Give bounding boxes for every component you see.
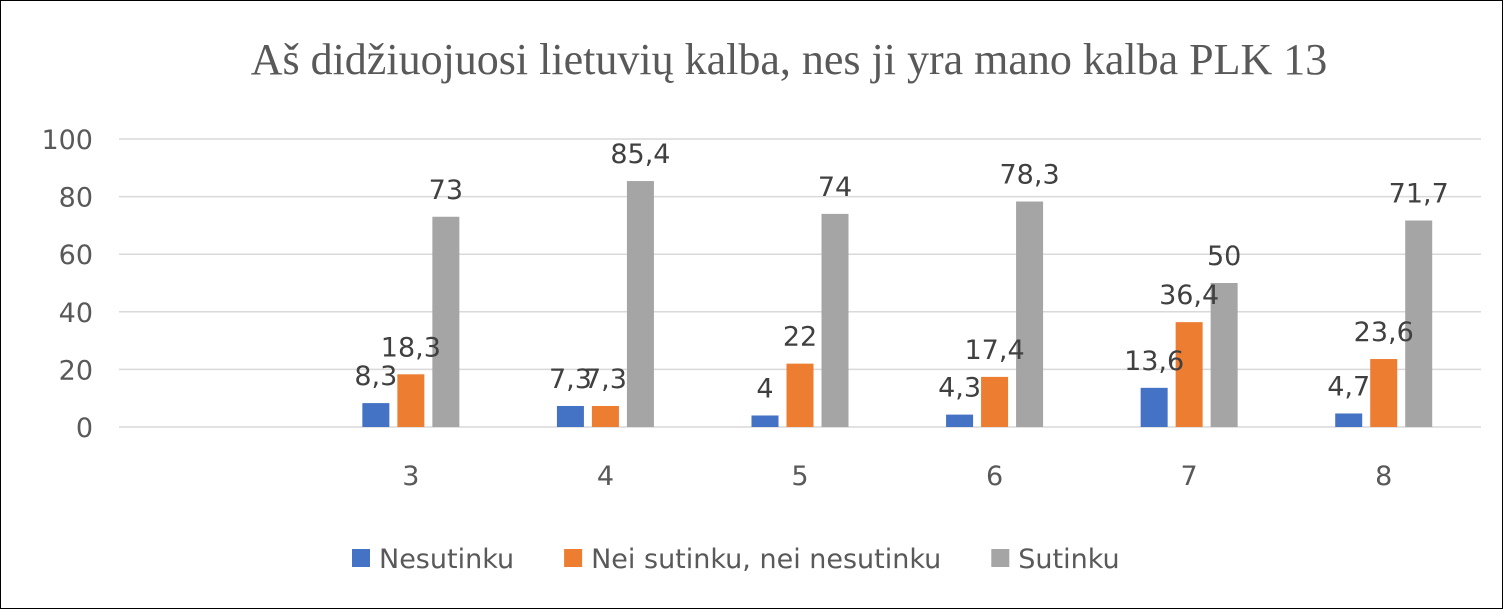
legend-label: Nei sutinku, nei nesutinku xyxy=(591,544,941,575)
y-tick-label: 0 xyxy=(76,413,93,444)
data-label: 17,4 xyxy=(965,335,1025,366)
bar xyxy=(591,405,619,427)
data-label: 71,7 xyxy=(1389,179,1449,210)
data-label: 4,3 xyxy=(938,373,981,404)
data-label: 13,6 xyxy=(1124,346,1184,377)
bars xyxy=(362,181,1433,427)
bar xyxy=(786,363,814,427)
data-label: 85,4 xyxy=(610,139,670,170)
legend-label: Sutinku xyxy=(1018,544,1119,575)
data-label: 7,3 xyxy=(549,364,592,395)
y-tick-label: 60 xyxy=(59,240,93,271)
x-axis: 3 4 5 6 7 8 xyxy=(402,461,1392,492)
legend-label: Nesutinku xyxy=(379,544,514,575)
bar xyxy=(432,216,460,427)
data-label: 36,4 xyxy=(1159,280,1219,311)
chart-title: Aš didžiuojuosi lietuvių kalba, nes ji y… xyxy=(251,35,1328,84)
bar xyxy=(981,376,1009,427)
x-tick-label: 3 xyxy=(402,461,419,492)
legend-swatch xyxy=(564,549,583,567)
data-label: 4 xyxy=(756,373,773,404)
data-label: 23,6 xyxy=(1354,317,1414,348)
bar xyxy=(1016,201,1044,427)
legend-swatch xyxy=(352,549,370,567)
y-tick-label: 100 xyxy=(41,125,93,156)
legend-item: Nei sutinku, nei nesutinku xyxy=(564,544,941,575)
data-label: 73 xyxy=(429,175,463,206)
y-tick-label: 40 xyxy=(59,298,93,329)
data-label: 4,7 xyxy=(1327,371,1370,402)
legend-swatch xyxy=(991,549,1010,567)
x-tick-label: 8 xyxy=(1375,461,1392,492)
data-label: 74 xyxy=(818,172,852,203)
y-tick-label: 20 xyxy=(59,355,93,386)
bar xyxy=(821,213,849,427)
x-tick-label: 6 xyxy=(986,461,1003,492)
bar xyxy=(397,374,425,427)
y-axis: 0 20 40 60 80 100 xyxy=(41,125,93,444)
bar xyxy=(1140,387,1168,427)
data-label: 7,3 xyxy=(584,364,627,395)
bar xyxy=(1335,413,1363,427)
bar xyxy=(751,415,779,427)
legend-item: Nesutinku xyxy=(352,544,514,575)
legend: Nesutinku Nei sutinku, nei nesutinku Sutin… xyxy=(352,544,1120,575)
data-label: 8,3 xyxy=(354,361,397,392)
grid xyxy=(119,138,1481,428)
legend-item: Sutinku xyxy=(991,544,1120,575)
data-label: 22 xyxy=(783,322,817,353)
bar xyxy=(946,414,974,427)
bar xyxy=(1405,220,1433,427)
y-tick-label: 80 xyxy=(59,183,93,214)
data-labels: 8,318,3 73 7,37,3 85,4 4 22 74 4,3 17,4 78,3 13,6 3… xyxy=(354,139,1448,404)
data-label: 50 xyxy=(1207,241,1241,272)
bar xyxy=(1210,283,1238,427)
x-tick-label: 4 xyxy=(597,461,614,492)
bar xyxy=(1370,359,1398,427)
x-tick-label: 5 xyxy=(791,461,808,492)
data-label: 18,3 xyxy=(381,332,441,363)
bar xyxy=(626,181,654,427)
bar xyxy=(1175,322,1203,427)
x-tick-label: 7 xyxy=(1181,461,1198,492)
bar xyxy=(556,405,584,427)
data-label: 78,3 xyxy=(1000,159,1060,190)
bar xyxy=(362,403,390,427)
